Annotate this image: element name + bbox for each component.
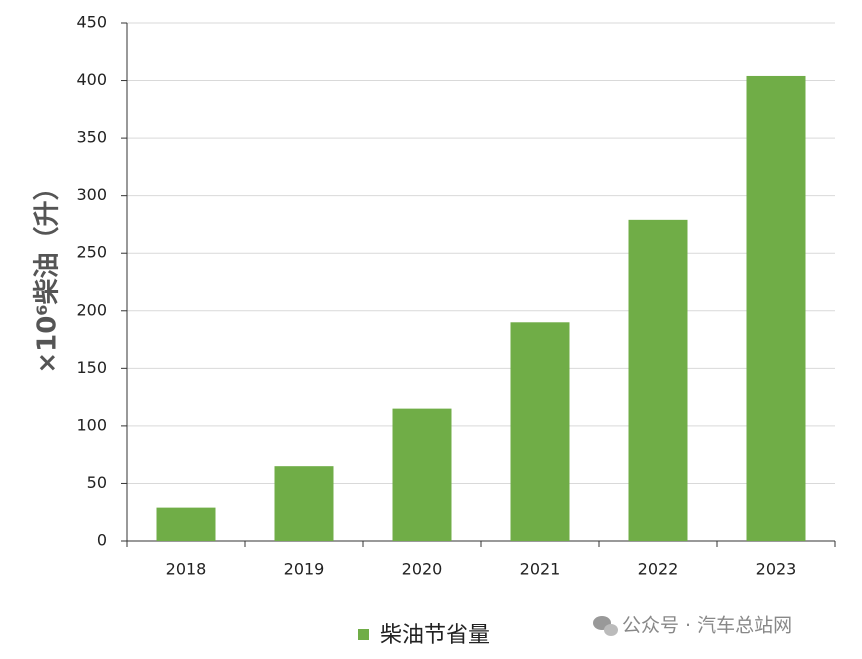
x-tick-label: 2018 [166,560,207,579]
bar [392,408,452,541]
legend-swatch [358,629,369,640]
y-tick-label: 100 [76,415,107,434]
y-tick-label: 450 [76,13,107,32]
x-tick-label: 2023 [756,560,797,579]
watermark-icon [593,616,618,636]
y-tick-label: 400 [76,70,107,89]
bar [510,322,570,541]
bar [156,507,216,541]
x-tick-label: 2022 [638,560,679,579]
x-tick-label: 2020 [402,560,443,579]
y-tick-label: 200 [76,300,107,319]
legend-label: 柴油节省量 [380,623,490,648]
x-tick-label: 2021 [520,560,561,579]
y-tick-label: 350 [76,128,107,147]
y-tick-label: 250 [76,243,107,262]
y-tick-label: 300 [76,185,107,204]
y-tick-label: 50 [87,473,107,492]
bar [628,219,688,541]
y-tick-label: 0 [97,531,107,550]
bar [274,466,334,541]
bar [746,75,806,541]
x-tick-label: 2019 [284,560,325,579]
watermark: 公众号 · 汽车总站网 [622,615,792,637]
y-axis-label: ×10⁶柴油（升） [33,174,63,373]
y-tick-label: 150 [76,358,107,377]
